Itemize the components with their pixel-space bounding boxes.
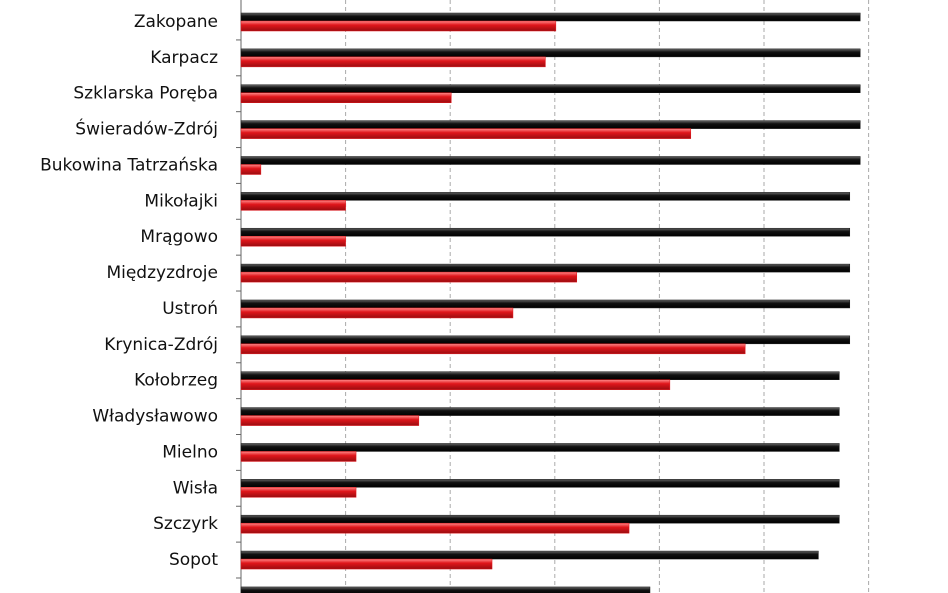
bar [240, 192, 851, 201]
y-tick-label: Karpacz [150, 48, 218, 68]
bar [240, 299, 851, 309]
bar [240, 443, 840, 452]
bar [240, 343, 746, 355]
bar [240, 514, 840, 524]
bar [240, 48, 861, 58]
bar [240, 164, 262, 175]
bar [240, 120, 861, 129]
bar [240, 487, 357, 498]
bar [240, 558, 493, 570]
bar [240, 271, 578, 283]
bar [240, 235, 346, 247]
bar [240, 128, 692, 139]
bar [240, 451, 357, 462]
bar [240, 371, 840, 380]
bar [240, 84, 861, 93]
bar [240, 200, 346, 211]
bar [240, 415, 420, 426]
y-tick-label: Międzyzdroje [106, 263, 218, 283]
y-tick-label: Kołobrzeg [134, 371, 218, 391]
bar [240, 227, 851, 237]
bar [240, 307, 514, 319]
y-tick-label: Świeradów-Zdrój [75, 118, 218, 140]
bar [240, 92, 452, 103]
bar [240, 20, 557, 32]
y-tick-label: Szczyrk [153, 514, 218, 534]
y-tick-label: Ustroń [162, 299, 218, 319]
bar [240, 550, 819, 560]
bar [240, 379, 671, 390]
bar [240, 522, 630, 534]
y-tick-label: Szklarska Poręba [73, 84, 218, 104]
y-tick-label: Władysławowo [92, 407, 218, 427]
bar [240, 156, 861, 165]
y-tick-label: Zakopane [134, 12, 218, 32]
y-tick-label: Bukowina Tatrzańska [40, 155, 218, 175]
bar [240, 586, 651, 593]
bar [240, 12, 861, 22]
y-tick-label: Mielno [162, 442, 218, 462]
y-tick-label: Sopot [169, 550, 218, 570]
y-tick-label: Mikołajki [144, 191, 218, 211]
bar [240, 335, 851, 345]
bar [240, 407, 840, 416]
y-tick-label: Krynica-Zdrój [104, 335, 218, 355]
y-tick-label: Wisła [173, 478, 218, 498]
bar [240, 56, 546, 68]
bar [240, 479, 840, 488]
y-tick-label: Mrągowo [140, 227, 218, 247]
bar [240, 263, 851, 273]
